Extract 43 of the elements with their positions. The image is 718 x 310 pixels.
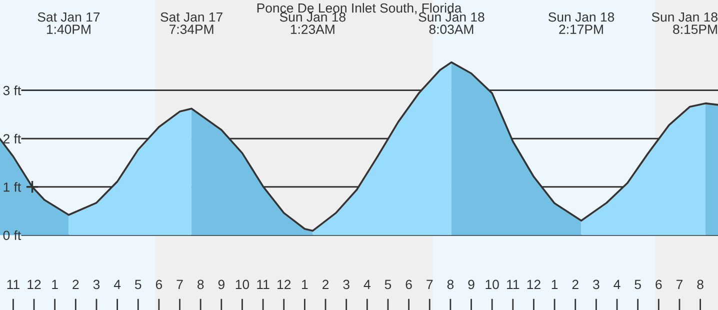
x-tick-label: 8 [447, 280, 454, 290]
x-tick-label: 12 [28, 280, 41, 290]
x-tick-label: 2 [322, 280, 329, 290]
annotation: Sun Jan 18 8:03AM [418, 12, 484, 34]
x-tick-label: 7 [676, 280, 682, 290]
x-tick-label: 4 [114, 280, 121, 290]
x-tick-label: 3 [93, 280, 100, 290]
x-tick-label: 11 [507, 280, 520, 290]
x-tick-label: 2 [72, 280, 79, 290]
x-tick-label: 8 [697, 280, 704, 290]
x-tick-label: 2 [572, 280, 578, 290]
x-tick-label: 5 [134, 280, 142, 290]
annotation: Sun Jan 18 1:23AM [280, 12, 346, 34]
x-tick-label: 7 [426, 280, 433, 290]
x-tick-label: 10 [236, 280, 250, 290]
x-tick-label: 6 [656, 280, 662, 290]
x-tick-label: 10 [486, 280, 499, 290]
x-tick-label: 5 [384, 280, 392, 290]
x-tick-label: 12 [527, 280, 540, 290]
x-tick-label: 3 [593, 280, 600, 290]
x-tick-label: 9 [218, 280, 224, 290]
x-tick-label: 11 [257, 280, 270, 290]
x-tick-label: 6 [406, 280, 412, 290]
x-tick-label: 3 [343, 280, 350, 290]
x-tick-label: 5 [634, 280, 641, 290]
annotation: Sun Jan 18 2:17PM [548, 12, 614, 34]
x-tick-label: 8 [197, 280, 204, 290]
y-tick-label: 1 ft [4, 182, 22, 192]
x-tick-label: 12 [278, 280, 291, 290]
y-tick-label: 2 ft [3, 134, 22, 144]
x-tick-label: 7 [176, 280, 183, 290]
x-tick-label: 1 [302, 280, 308, 290]
x-tick-label: 1 [552, 280, 558, 290]
annotation: Sat Jan 17 7:34PM [160, 12, 222, 34]
x-tick-label: 4 [364, 280, 370, 290]
x-tick-label: 6 [156, 280, 162, 290]
annotation: Sat Jan 17 1:40PM [38, 12, 100, 34]
x-tick-label: 4 [614, 280, 620, 290]
x-tick-label: 9 [468, 280, 474, 290]
annotation: Sun Jan 18 8:15PM [652, 12, 718, 34]
x-tick-label: 11 [7, 280, 20, 290]
y-tick-label: 3 ft [3, 86, 22, 96]
x-tick-label: 1 [52, 280, 58, 290]
